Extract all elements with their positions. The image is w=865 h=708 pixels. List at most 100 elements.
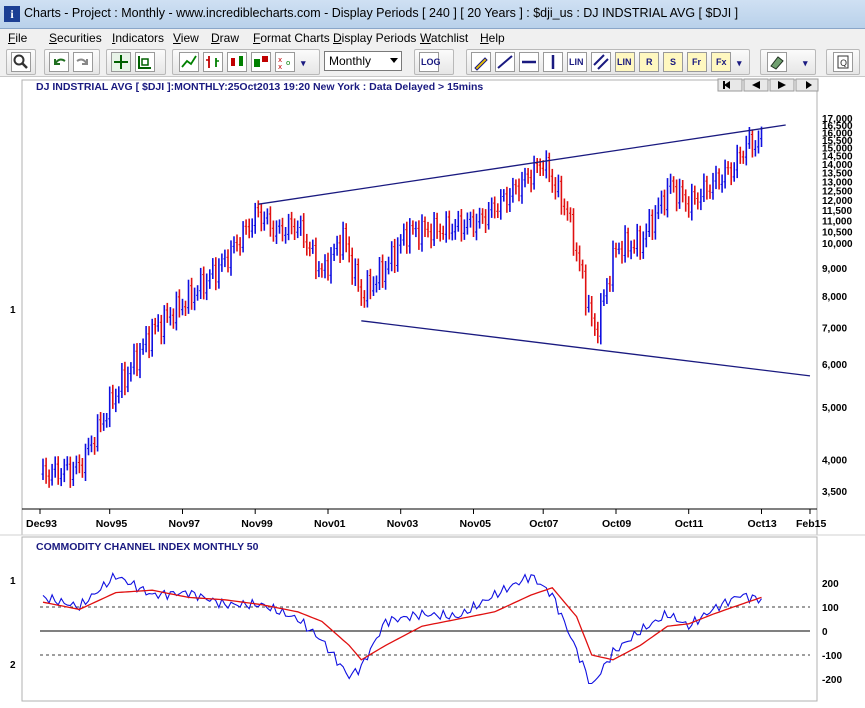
menu-watchlist[interactable]: Watchlist [420,31,469,45]
chart-type-more-icon[interactable]: ▾ [301,58,306,68]
y-tick-label: 10,000 [822,239,853,250]
y-tick-label: 3,500 [822,487,847,498]
x-tick-label: Feb15 [796,518,827,530]
x-tick-label: Nov99 [241,518,273,530]
equivolume-icon [254,56,268,67]
y-tick-label: 13,000 [822,177,853,188]
trendline-button[interactable] [495,52,515,72]
candlestick-icon [231,56,243,66]
x-tick-label: Dec93 [26,518,57,530]
app-logo-icon: i [4,6,20,22]
y-tick-label: 15,000 [822,144,853,155]
candlestick-button[interactable] [227,52,247,72]
magnifier-icon [13,54,28,69]
y-tick-label: 12,000 [822,196,853,207]
fr-label: Fr [692,57,701,67]
cci-y-tick-label: 200 [822,579,839,590]
eraser-icon [770,56,784,70]
window-title: Charts - Project : Monthly - www.incredi… [24,6,739,20]
lower-trendline[interactable] [361,320,811,377]
cci-panel-number-2: 2 [10,660,16,671]
menu-indicators[interactable]: Indicators [112,31,165,45]
cci-header: COMMODITY CHANNEL INDEX MONTHLY 50 [36,541,259,553]
menu-view[interactable]: View [173,31,199,45]
y-tick-label: 8,000 [822,292,847,303]
drawing-more-icon[interactable]: ▾ [737,58,742,68]
resistance-button[interactable]: R [639,52,659,72]
y-tick-label: 12,500 [822,187,853,198]
price-panel-frame [21,79,818,536]
toolbar-group-tools: ▾ [760,49,816,75]
lin-channel-label: LIN [617,57,632,67]
price-chart-header: DJ INDSTRIAL AVG [ $DJI ]:MONTHLY:25Oct2… [36,81,483,93]
chart-navigation [717,78,819,92]
support-button[interactable]: S [663,52,683,72]
log-scale-button[interactable]: LOG [419,52,441,72]
chart-area[interactable]: DJ INDSTRIAL AVG [ $DJI ]:MONTHLY:25Oct2… [0,77,865,708]
r-label: R [646,57,653,67]
x-tick-label: Oct13 [748,518,777,530]
horizontal-line-icon [522,60,536,64]
fibonacci-extension-button[interactable]: Fx [711,52,731,72]
redo-button[interactable] [73,52,93,72]
cci-y-tick-label: 100 [822,603,839,614]
y-tick-label: 10,500 [822,228,853,239]
line-chart-button[interactable] [179,52,199,72]
y-tick-label: 17,000 [822,114,853,125]
menu-draw[interactable]: Draw [211,31,240,45]
point-figure-icon: xx o [278,56,290,71]
equivolume-button[interactable] [251,52,271,72]
x-tick-label: Oct07 [529,518,558,530]
tools-more-icon[interactable]: ▾ [803,58,808,68]
pencil-icon [474,57,488,71]
y-tick-label: 11,500 [822,206,852,217]
menu-help[interactable]: Help [480,31,505,45]
menu-securities[interactable]: Securities [49,31,102,45]
price-x-axis: Dec93 Nov95 Nov97 Nov99 Nov01 Nov03 Nov05 Oct07… [22,508,827,530]
chart-canvas[interactable]: DJ INDSTRIAL AVG [ $DJI ]:MONTHLY:25Oct2… [0,77,865,708]
cci-lines [42,572,762,685]
zoom-button[interactable] [11,52,31,72]
lin-label: LIN [569,57,584,67]
s-label: S [670,57,677,67]
fibonacci-retracement-button[interactable]: Fr [687,52,707,72]
linear-regression-button[interactable]: LIN [567,52,587,72]
delete-drawing-button[interactable] [767,52,787,72]
undo-button[interactable] [49,52,69,72]
chart-frame-icon [138,56,151,69]
line-chart-icon [181,55,197,68]
cci-y-tick-label: -100 [822,651,842,662]
chart-frame-button[interactable] [135,52,155,72]
draw-pencil-button[interactable] [471,52,491,72]
crosshair-icon [114,55,128,69]
display-period-select[interactable]: Monthly [324,51,402,71]
crosshair-button[interactable] [111,52,131,72]
query-button[interactable]: Q [833,52,853,72]
vertical-line-button[interactable] [543,52,563,72]
y-tick-label: 16,000 [822,128,853,139]
bar-chart-button[interactable] [203,52,223,72]
trendlines[interactable] [258,124,811,377]
svg-text:o: o [286,59,290,67]
undo-icon [54,58,66,65]
parallel-lines-button[interactable] [591,52,611,72]
linear-channel-button[interactable]: LIN [615,52,635,72]
menu-display-periods[interactable]: Display Periods [333,31,417,45]
nav-last-icon [806,81,812,89]
menu-file[interactable]: File [8,31,28,45]
nav-first-icon [723,81,730,89]
y-tick-label: 7,000 [822,323,847,334]
upper-trendline[interactable] [258,124,786,205]
y-tick-label: 15,500 [822,136,853,147]
y-tick-label: 5,000 [822,403,847,414]
toolbar-group-scale: LOG [414,49,454,75]
x-tick-label: Nov03 [387,518,419,530]
menu-format-charts[interactable]: Format Charts [253,31,330,45]
horizontal-line-button[interactable] [519,52,539,72]
log-scale-label: LOG [421,57,441,67]
x-tick-label: Nov01 [314,518,346,530]
y-tick-label: 16,500 [822,121,853,132]
x-tick-label: Nov95 [96,518,128,530]
